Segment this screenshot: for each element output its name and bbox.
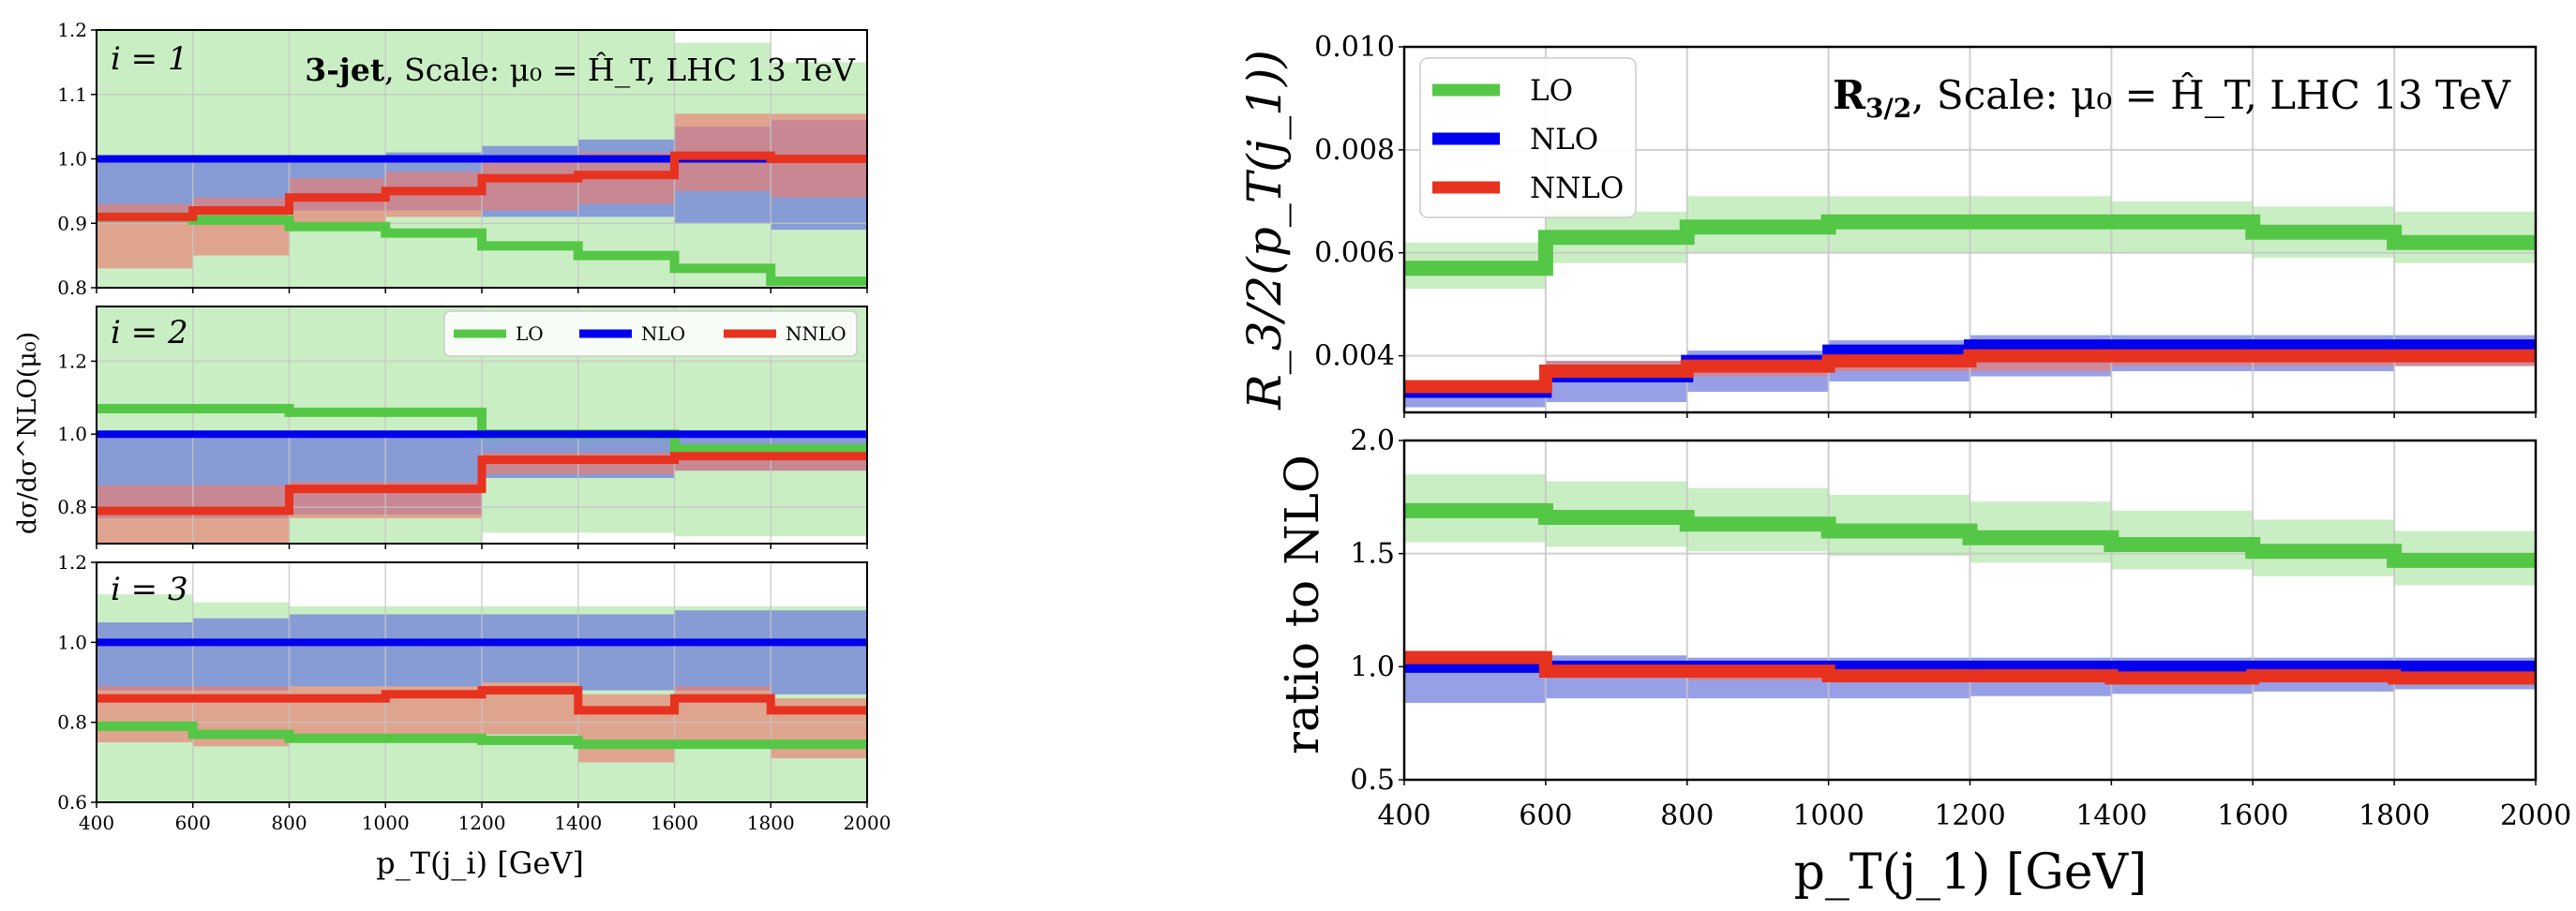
x-tick-label: 800 [271,812,307,834]
x-tick-label: 1000 [1792,799,1864,832]
left-y-axis-label: dσ/dσ^NLO(μ₀) [13,332,42,534]
x-tick-label: 800 [1660,799,1714,832]
y-tick-label: 1.0 [57,148,87,171]
y-tick-label: 0.8 [57,496,87,518]
x-tick-label: 400 [1377,799,1430,832]
right-annotation-sub: 3/2 [1865,93,1911,124]
x-tick-label: 1600 [651,812,698,834]
right-annotation-rest: , Scale: μ₀ = Ĥ_T, LHC 13 TeV [1911,71,2510,118]
y-tick-label: 0.8 [57,711,87,734]
left-legend-lo-label: LO [516,322,544,345]
nnlo-step-line [97,686,867,715]
panel-ratio-to-nlo: 0.5 1.0 1.5 2.0 400 600 800 1000 1200 1400 1600 180… [1350,425,2571,832]
nnlo-step-line [1404,650,2536,685]
x-tick-label: 400 [79,812,114,834]
x-tick-label: 1800 [2359,799,2430,832]
right-legend-nnlo-label: NNLO [1530,172,1624,205]
x-tick-label: 2000 [2500,799,2571,832]
left-legend: LO NLO NNLO [443,310,858,357]
right-figure: 0.004 0.006 0.008 0.010 0.5 1.0 1.5 2.0 400 600 8… [1237,31,2571,901]
y-tick-label: 0.004 [1314,340,1395,373]
nnlo-band-bin [482,158,578,211]
panel-label-i1: i = 1 [111,40,188,78]
y-tick-label: 2.0 [1350,425,1395,457]
right-legend-lo-label: LO [1530,74,1573,108]
y-tick-label: 0.9 [57,212,87,234]
lo-step-line [97,403,867,454]
left-annotation: 3-jet, Scale: μ₀ = Ĥ_T, LHC 13 TeV [305,51,856,89]
panel-ratio-r32: 0.004 0.006 0.008 0.010 [1314,31,2538,418]
x-tick-label: 1600 [2217,799,2288,832]
nnlo-band-bin [577,694,675,763]
y-tick-label: 1.0 [57,423,87,445]
panel-label-i2: i = 2 [111,314,188,351]
y-tick-label: 0.8 [57,276,87,299]
right-annotation-bold: R [1833,72,1866,118]
right-legend-frame [1419,57,1637,218]
right-top-y-axis-label: R_3/2(p_T(j_1)) [1237,50,1292,411]
lo-step-line [97,721,867,750]
nnlo-step-line [97,151,867,221]
nlo-band-bin [289,614,386,687]
y-tick-label: 1.2 [57,551,87,574]
right-legend: LO NLO NNLO [1419,57,1637,218]
x-tick-label: 2000 [844,812,891,834]
panel-label-i3: i = 3 [111,571,188,608]
y-tick-label: 1.2 [57,19,87,41]
left-legend-nlo-label: NLO [641,322,685,345]
x-tick-label: 1400 [554,812,602,834]
nlo-band-bin [771,610,867,694]
y-tick-label: 0.008 [1314,134,1395,167]
x-tick-label: 600 [175,812,211,834]
nnlo-step-line [97,452,867,515]
y-tick-label: 1.5 [1350,538,1395,571]
left-annotation-bold: 3-jet [305,52,385,88]
left-x-axis-label: p_T(j_i) [GeV] [376,845,584,881]
y-tick-label: 0.010 [1314,31,1395,64]
x-tick-label: 1000 [362,812,410,834]
left-annotation-rest: , Scale: μ₀ = Ĥ_T, LHC 13 TeV [384,51,856,89]
y-tick-label: 0.5 [1350,764,1395,797]
x-tick-label: 600 [1519,799,1572,832]
x-tick-label: 1800 [747,812,795,834]
lo-step-line [1404,214,2536,276]
x-tick-label: 1200 [458,812,506,834]
lo-step-line [1404,502,2536,568]
nnlo-band-bin [289,178,386,231]
x-tick-label: 1200 [1934,799,2005,832]
panel-i3: 0.6 0.8 1.0 1.2 400 600 800 1000 1200 1400 1600 180… [57,551,891,834]
right-x-axis-label: p_T(j_1) [GeV] [1794,844,2148,901]
left-legend-frame [443,310,858,357]
panel-i1: 0.8 0.9 1.0 1.1 1.2 [57,19,868,299]
y-tick-label: 1.0 [57,631,87,653]
nlo-band-bin [674,610,771,691]
nlo-band-bin [577,614,675,691]
nlo-band-bin [482,614,578,682]
y-tick-label: 0.6 [57,791,87,814]
right-bottom-y-axis-label: ratio to NLO [1275,455,1329,754]
left-legend-nnlo-label: NNLO [786,322,846,345]
y-tick-label: 1.2 [57,350,87,372]
x-tick-label: 1400 [2075,799,2147,832]
y-tick-label: 0.006 [1314,237,1395,270]
y-tick-label: 1.0 [1350,650,1395,683]
left-figure: 0.8 0.9 1.0 1.1 1.2 0.8 1.0 1.2 0.6 0.8 1.0 1.2 40… [13,19,891,881]
nlo-band-bin [192,618,290,691]
right-legend-nlo-label: NLO [1530,123,1598,157]
right-annotation: R3/2, Scale: μ₀ = Ĥ_T, LHC 13 TeV [1833,71,2511,124]
y-tick-label: 1.1 [57,83,87,106]
nnlo-step-line [1404,349,2536,394]
lo-step-line [97,212,867,287]
nlo-band-bin [97,622,193,691]
nlo-band-bin [385,614,482,687]
